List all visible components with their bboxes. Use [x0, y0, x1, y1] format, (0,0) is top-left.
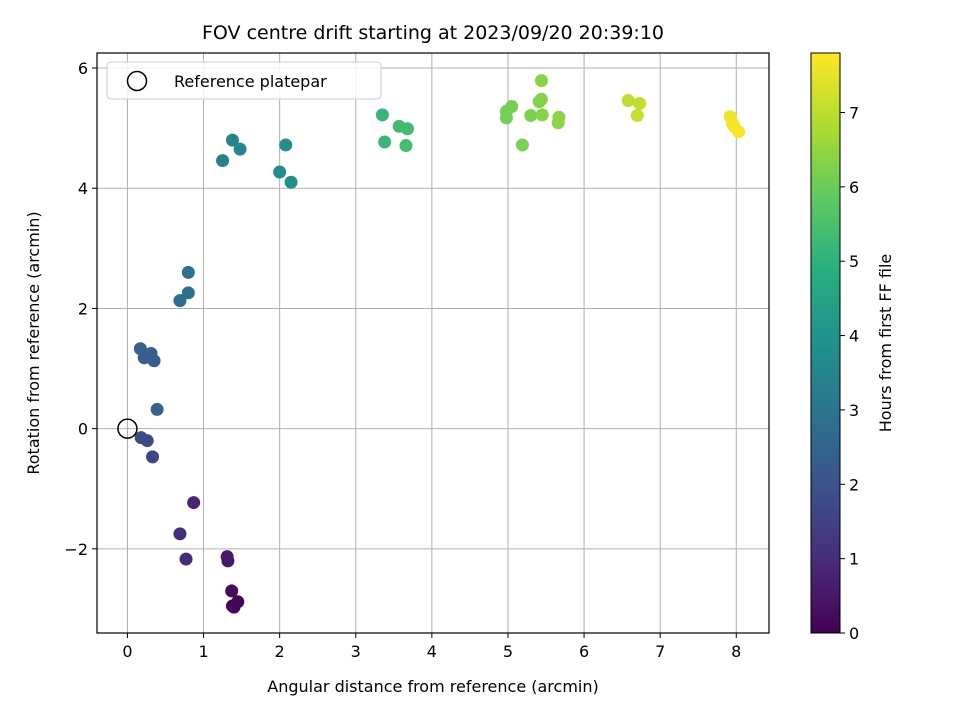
data-points — [133, 74, 746, 614]
data-point — [273, 165, 287, 179]
colorbar-tick-label: 1 — [849, 550, 859, 569]
reference-marker — [117, 418, 138, 439]
data-point — [284, 175, 298, 189]
colorbar-ticks: 0 1 2 3 4 5 6 7 — [840, 103, 859, 643]
data-point — [551, 116, 565, 130]
data-point — [375, 108, 389, 122]
colorbar-tick-label: 4 — [849, 327, 859, 346]
data-point — [133, 342, 147, 356]
data-point — [399, 139, 413, 153]
data-point — [633, 96, 647, 110]
data-point — [515, 138, 529, 152]
y-axis-ticks: −2 0 2 4 6 — [64, 59, 97, 559]
data-point — [279, 138, 293, 152]
colorbar-tick-label: 0 — [849, 624, 859, 643]
colorbar-label: Hours from first FF file — [876, 254, 895, 433]
data-point — [227, 600, 241, 614]
data-point — [233, 142, 247, 156]
grid — [97, 53, 769, 633]
colorbar-gradient — [810, 52, 841, 634]
data-point — [534, 92, 548, 106]
data-point — [401, 122, 415, 136]
colorbar-tick-label: 2 — [849, 475, 859, 494]
x-axis-ticks: 0 1 2 3 4 5 6 7 8 — [122, 633, 741, 661]
data-point — [499, 111, 513, 125]
data-point — [225, 133, 239, 147]
data-point — [216, 154, 230, 168]
colorbar-tick-label: 5 — [849, 252, 859, 271]
y-axis-label: Rotation from reference (arcmin) — [24, 211, 43, 474]
data-point — [181, 265, 195, 279]
x-axis-label: Angular distance from reference (arcmin) — [267, 677, 598, 696]
data-point — [173, 527, 187, 541]
colorbar-tick-label: 7 — [849, 103, 859, 122]
data-point — [173, 294, 187, 308]
x-tick-label: 7 — [655, 642, 665, 661]
chart-title: FOV centre drift starting at 2023/09/20 … — [202, 22, 664, 44]
y-tick-label: 0 — [78, 420, 88, 439]
x-tick-label: 0 — [122, 642, 132, 661]
reference-marker-layer — [117, 418, 138, 439]
data-point — [150, 402, 164, 416]
data-point — [220, 550, 234, 564]
data-point — [179, 552, 193, 566]
legend: Reference platepar — [106, 61, 382, 100]
y-tick-label: 2 — [78, 299, 88, 318]
x-tick-label: 4 — [427, 642, 437, 661]
x-tick-label: 5 — [503, 642, 513, 661]
data-point — [146, 450, 160, 464]
data-point — [524, 109, 538, 123]
plot-frame — [96, 52, 770, 634]
data-point — [378, 135, 392, 149]
data-point — [732, 125, 746, 139]
x-tick-label: 3 — [351, 642, 361, 661]
data-point — [621, 93, 635, 107]
data-point — [534, 74, 548, 88]
y-tick-label: 6 — [78, 59, 88, 78]
y-tick-label: 4 — [78, 179, 88, 198]
x-tick-label: 8 — [731, 642, 741, 661]
x-tick-label: 2 — [275, 642, 285, 661]
x-tick-label: 6 — [579, 642, 589, 661]
data-point — [187, 496, 201, 510]
x-tick-label: 1 — [198, 642, 208, 661]
legend-box — [106, 61, 382, 100]
data-point — [630, 109, 644, 123]
data-point — [134, 431, 148, 445]
y-tick-label: −2 — [64, 540, 88, 559]
data-point — [225, 584, 239, 598]
colorbar-tick-label: 3 — [849, 401, 859, 420]
legend-marker-icon — [126, 70, 148, 92]
colorbar: 0 1 2 3 4 5 6 7 Hours from first FF file — [810, 52, 895, 643]
data-point — [535, 108, 549, 122]
legend-label: Reference platepar — [174, 72, 327, 91]
data-point — [181, 286, 195, 300]
colorbar-tick-label: 6 — [849, 178, 859, 197]
data-point — [505, 99, 519, 113]
